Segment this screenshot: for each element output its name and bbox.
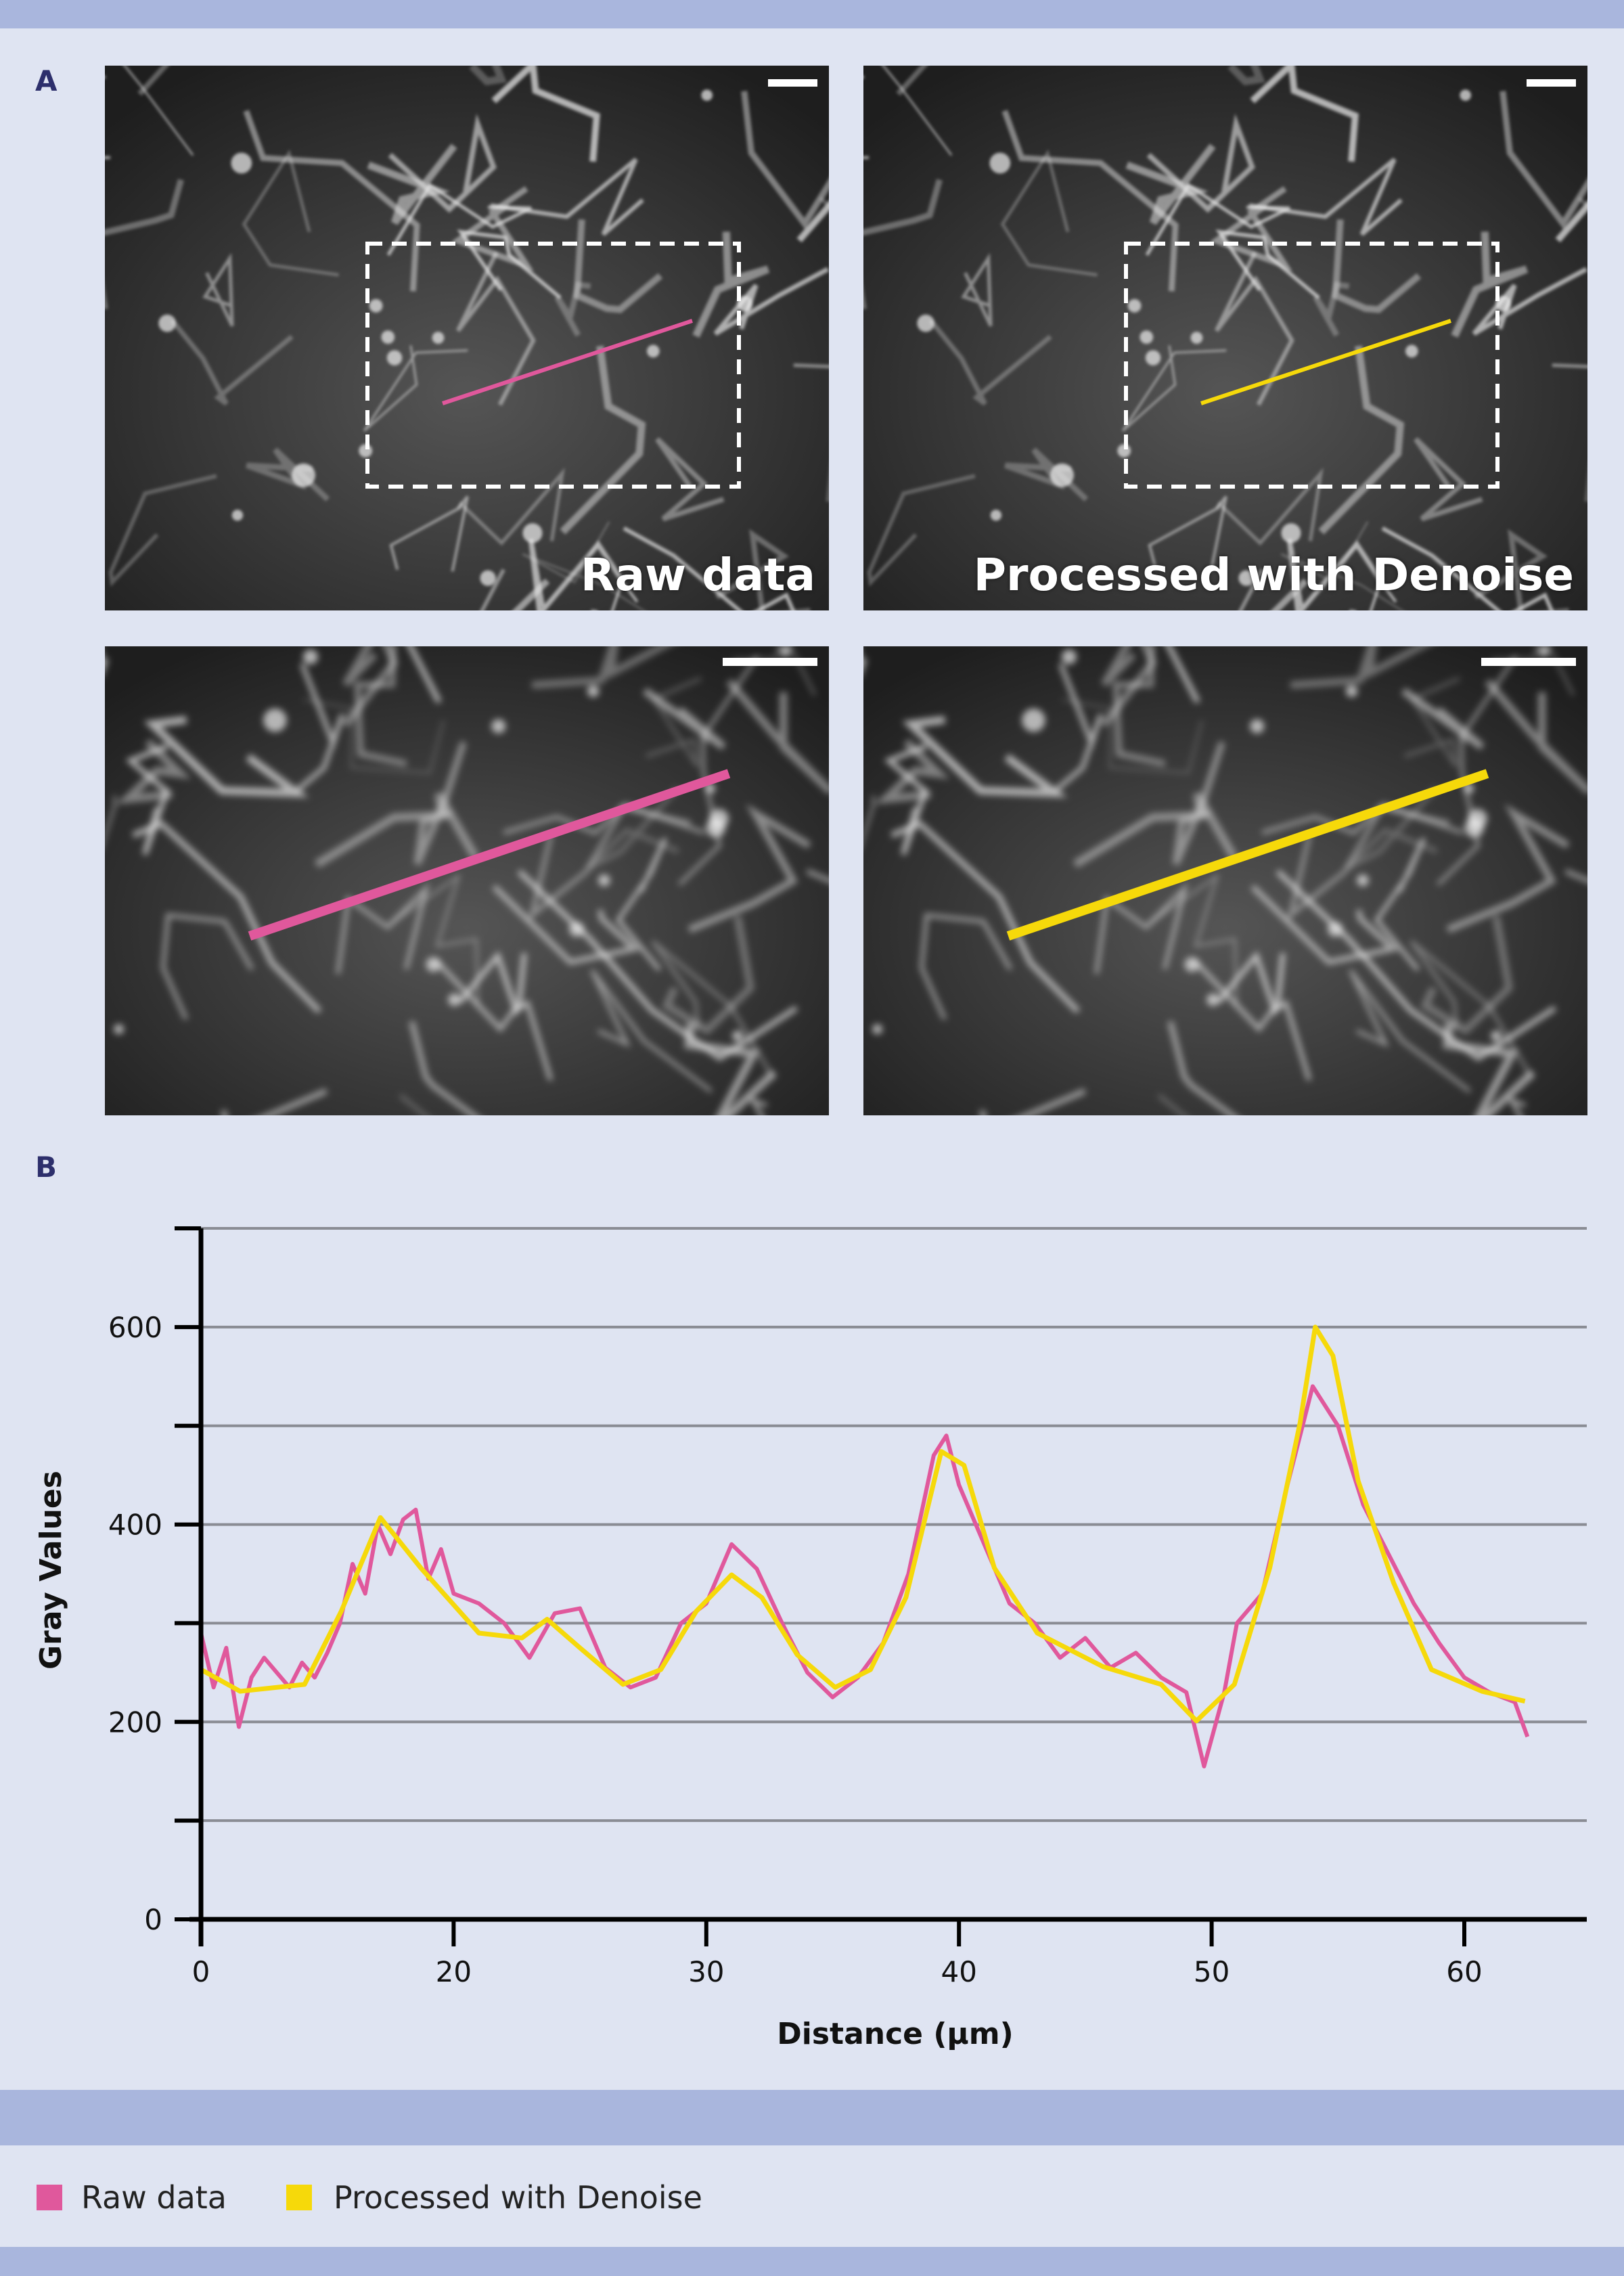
profile-line xyxy=(248,769,731,941)
y-axis-title: Gray Values xyxy=(34,1471,68,1670)
raw-legend-label: Raw data xyxy=(81,2179,227,2216)
processed-legend-swatch xyxy=(286,2185,312,2210)
x-tick-label: 50 xyxy=(1194,1955,1230,1988)
processed-image-overview: Processed with Denoise xyxy=(863,66,1587,610)
scale-bar xyxy=(768,79,817,87)
processed-legend-label: Processed with Denoise xyxy=(334,2179,702,2216)
panel-label-b: B xyxy=(35,1151,58,1184)
scale-bar xyxy=(723,658,817,666)
zoom-region-box xyxy=(1124,242,1499,489)
processed-series-line xyxy=(200,1324,1526,1724)
raw-image-overview: Raw data xyxy=(105,66,829,610)
processed-caption: Processed with Denoise xyxy=(973,549,1574,601)
y-tick-label: 600 xyxy=(108,1311,162,1344)
line-chart: 0 200 400 600 0 20 30 40 50 60 Distance (µm) Gray… xyxy=(34,1226,1587,2051)
raw-legend-swatch xyxy=(37,2185,62,2210)
bottom-band xyxy=(0,2247,1624,2276)
raw-image-zoom xyxy=(105,646,829,1115)
y-tick-label: 200 xyxy=(108,1705,162,1739)
x-tick-label: 60 xyxy=(1446,1955,1482,1988)
x-axis-title: Distance (µm) xyxy=(777,2017,1014,2051)
x-tick-label: 0 xyxy=(192,1955,210,1988)
x-tick-label: 30 xyxy=(688,1955,724,1988)
raw-caption: Raw data xyxy=(580,549,815,601)
y-tick-label: 400 xyxy=(108,1509,162,1542)
legend-top-band xyxy=(0,2090,1624,2145)
profile-line xyxy=(442,319,693,405)
scale-bar xyxy=(1481,658,1576,666)
raw-zoom-texture xyxy=(105,646,829,1115)
zoom-region-box xyxy=(365,242,741,489)
processed-zoom-texture xyxy=(863,646,1587,1115)
processed-image-zoom xyxy=(863,646,1587,1115)
scale-bar xyxy=(1527,79,1576,87)
top-band xyxy=(0,0,1624,28)
panel-label-a: A xyxy=(35,64,58,97)
processed-image-texture xyxy=(863,66,1587,610)
raw-image-texture xyxy=(105,66,829,610)
profile-line xyxy=(1006,769,1489,941)
x-tick-label: 40 xyxy=(941,1955,976,1988)
x-tick-label: 20 xyxy=(436,1955,472,1988)
profile-line xyxy=(1200,319,1451,405)
y-tick-label: 0 xyxy=(144,1903,162,1936)
raw-series-line xyxy=(199,1384,1530,1768)
